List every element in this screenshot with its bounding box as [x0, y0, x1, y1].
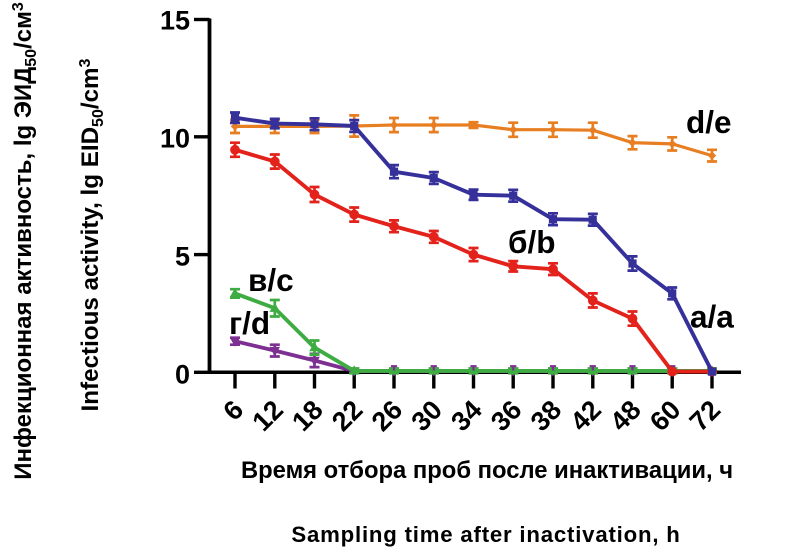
svg-text:г/d: г/d	[229, 305, 270, 341]
svg-text:б/b: б/b	[508, 224, 555, 260]
svg-text:d/e: d/e	[686, 104, 732, 140]
svg-text:5: 5	[175, 241, 190, 271]
svg-text:Sampling time after inactivati: Sampling time after inactivation, h	[291, 522, 680, 547]
svg-text:Infectious activity, lg EID50/: Infectious activity, lg EID50/cm3	[77, 58, 107, 411]
svg-text:Инфекционная активность, lg ЭИ: Инфекционная активность, lg ЭИД50/см3	[10, 2, 40, 480]
svg-text:15: 15	[160, 5, 190, 35]
svg-text:0: 0	[175, 360, 190, 390]
svg-text:a/a: a/a	[690, 299, 734, 335]
svg-text:Время отбора проб после инакти: Время отбора проб после инактивации, ч	[241, 457, 733, 484]
svg-text:10: 10	[160, 124, 190, 154]
svg-text:в/c: в/c	[248, 262, 294, 298]
